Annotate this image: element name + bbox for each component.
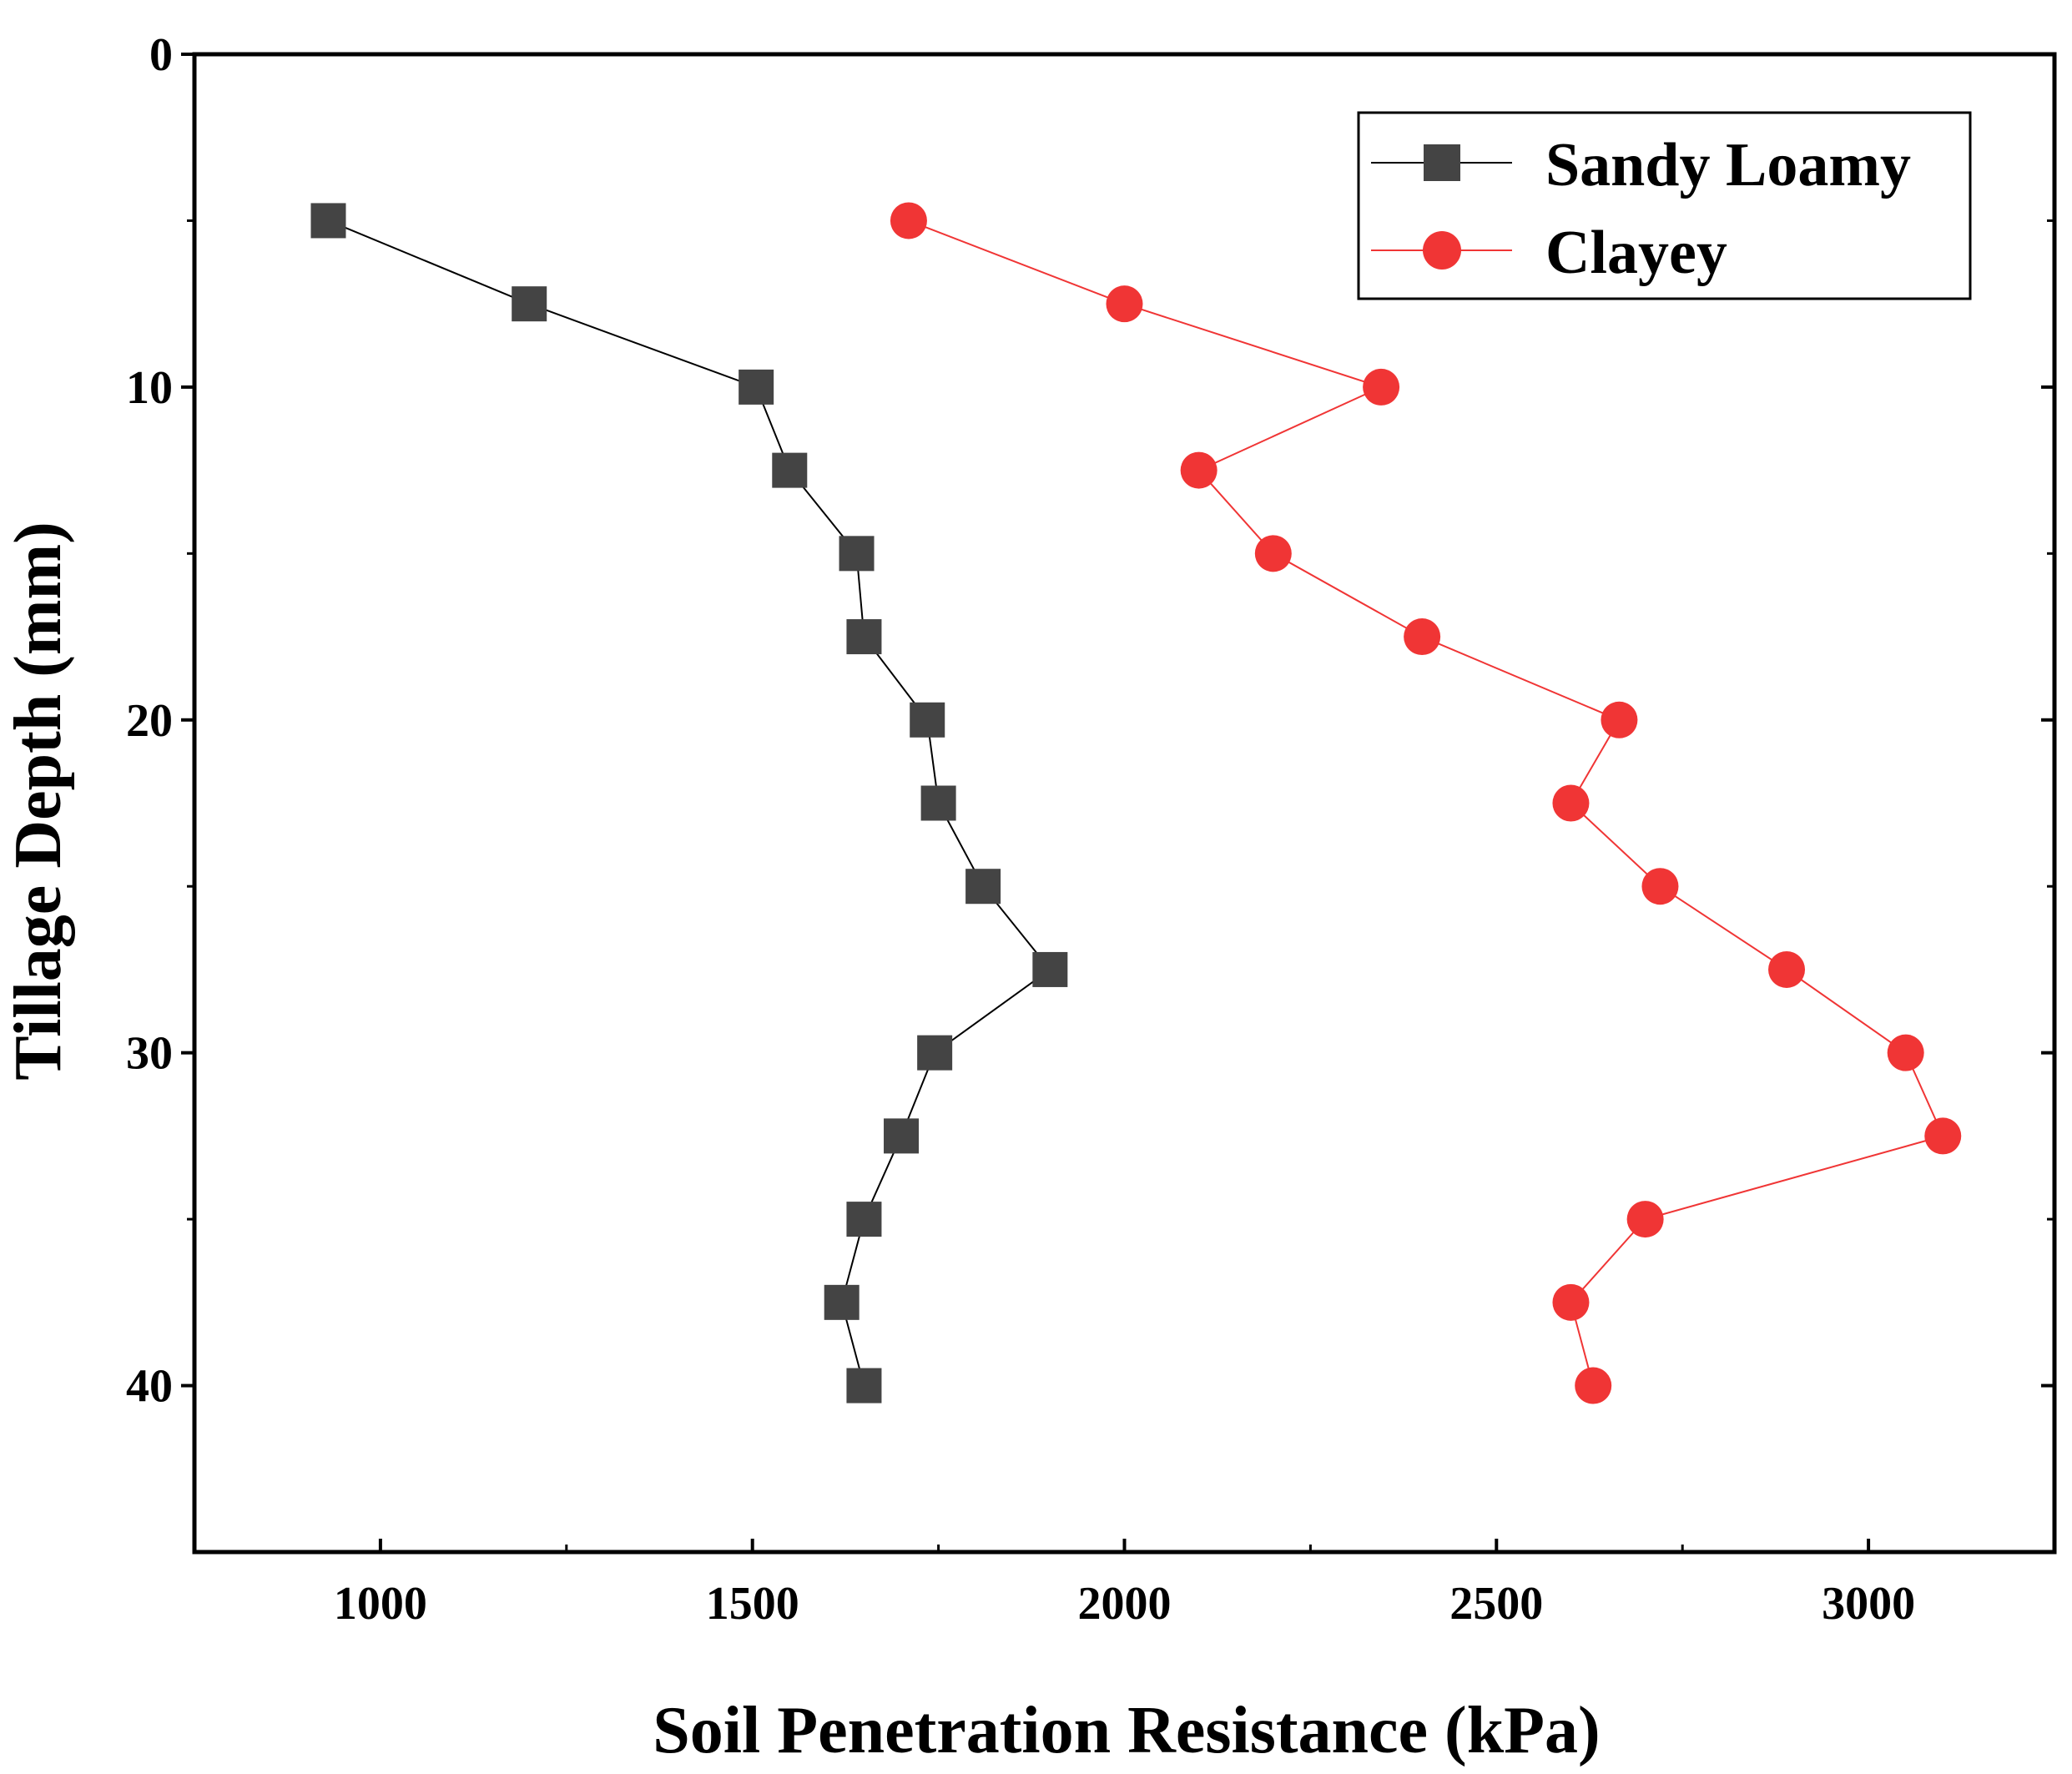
x-tick-label: 2500 — [1449, 1578, 1543, 1630]
data-point-sandy-loamy — [917, 1035, 953, 1071]
data-point-clayey — [890, 202, 927, 239]
data-point-clayey — [1180, 451, 1217, 489]
data-point-sandy-loamy — [739, 369, 774, 405]
data-point-sandy-loamy — [920, 785, 956, 821]
data-point-clayey — [1641, 868, 1679, 905]
x-axis-title: Soil Penetration Resistance (kPa) — [653, 1694, 1600, 1767]
axis-layer: 1000 1500 2000 2500 3000 0 10 20 30 40 — [126, 29, 2057, 1630]
series-layer — [310, 202, 1962, 1404]
legend: Sandy Loamy Clayey — [1357, 111, 1972, 300]
x-tick-label: 3000 — [1822, 1578, 1915, 1630]
data-point-sandy-loamy — [910, 702, 945, 738]
data-point-clayey — [1887, 1034, 1924, 1071]
data-point-clayey — [1575, 1367, 1612, 1404]
series-clayey — [890, 202, 1962, 1404]
data-point-sandy-loamy — [824, 1284, 860, 1320]
data-point-sandy-loamy — [772, 452, 808, 488]
y-tick-label: 20 — [126, 695, 173, 747]
data-point-sandy-loamy — [965, 869, 1001, 905]
series-sandy-loamy — [310, 203, 1068, 1404]
series-line-clayey — [908, 219, 1944, 1386]
data-point-clayey — [1404, 618, 1441, 656]
legend-label-clayey: Clayey — [1545, 219, 1727, 287]
data-point-clayey — [1363, 368, 1400, 406]
data-point-clayey — [1601, 701, 1638, 738]
data-point-sandy-loamy — [310, 203, 346, 239]
data-point-sandy-loamy — [1032, 951, 1068, 987]
legend-box — [1357, 111, 1972, 300]
data-point-clayey — [1552, 1283, 1590, 1321]
y-tick-label: 0 — [149, 29, 173, 81]
y-axis-title: Tillage Depth (mm) — [2, 522, 75, 1081]
data-point-sandy-loamy — [839, 536, 875, 572]
data-point-clayey — [1924, 1117, 1962, 1155]
y-tick-label: 10 — [126, 362, 173, 414]
data-point-sandy-loamy — [846, 1202, 882, 1237]
y-tick-label: 30 — [126, 1028, 173, 1080]
legend-marker-clayey — [1423, 231, 1461, 270]
data-point-sandy-loamy — [846, 619, 882, 655]
data-point-sandy-loamy — [512, 286, 547, 322]
legend-label-sandy-loamy: Sandy Loamy — [1545, 131, 1911, 199]
x-tick-label: 1500 — [706, 1578, 799, 1630]
data-point-sandy-loamy — [884, 1118, 920, 1154]
data-point-clayey — [1106, 285, 1143, 323]
x-tick-label: 2000 — [1078, 1578, 1172, 1630]
data-point-clayey — [1768, 950, 1806, 988]
y-tick-label: 40 — [126, 1361, 173, 1413]
data-point-clayey — [1552, 784, 1590, 822]
data-point-clayey — [1254, 535, 1292, 572]
data-point-clayey — [1626, 1201, 1664, 1238]
legend-marker-sandy-loamy — [1424, 144, 1460, 181]
data-point-sandy-loamy — [846, 1368, 882, 1404]
x-tick-label: 1000 — [334, 1578, 427, 1630]
